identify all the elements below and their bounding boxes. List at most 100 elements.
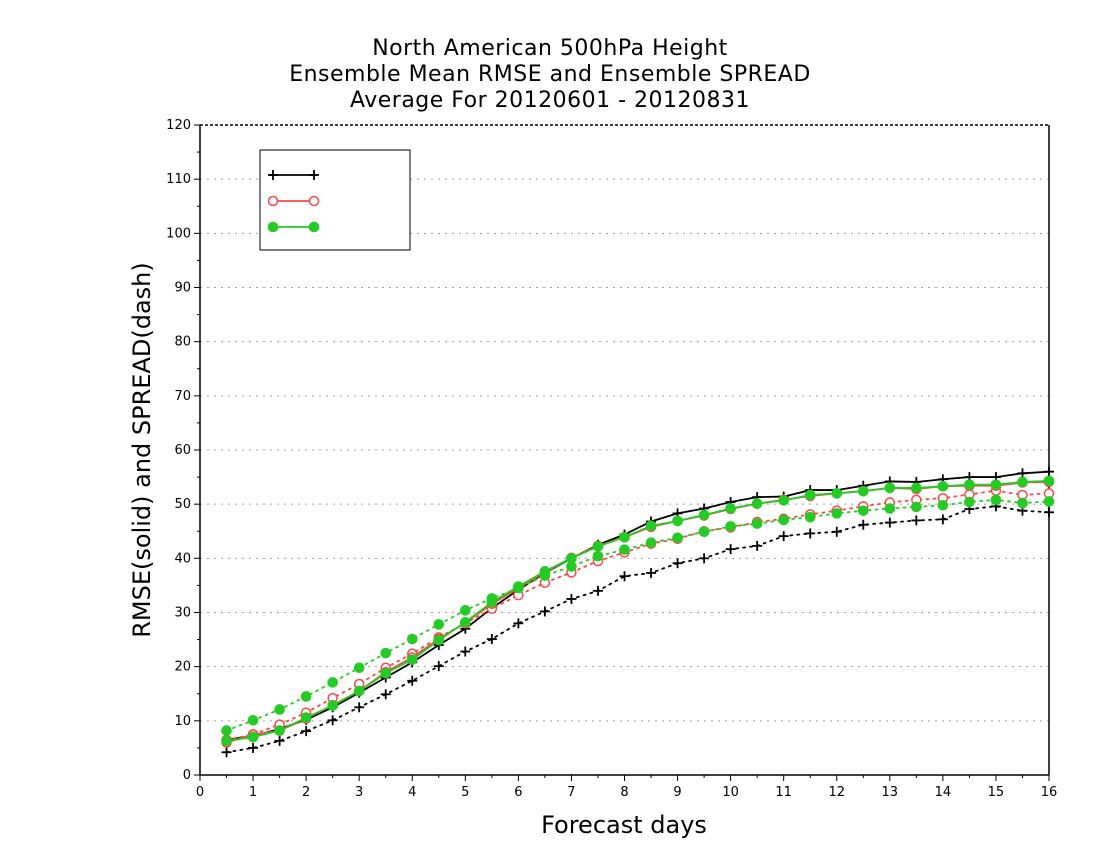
rmse-point-green [300,712,312,723]
spread-point-green [592,550,604,562]
legend-marker-start-red [267,195,279,207]
x-tick-label: 5 [461,785,469,800]
rmse-point-green [804,489,816,501]
grid [200,178,1049,722]
x-tick-label: 0 [196,785,204,800]
rmse-point-green [460,616,471,628]
rmse-point-green [751,498,763,509]
spread-point-black [937,514,948,525]
spread-point-black [646,567,657,578]
spread-point-green [1017,497,1028,509]
y-tick-label: 110 [166,172,191,187]
rmse-point-green [1017,476,1028,488]
spread-point-black [1044,507,1054,518]
rmse-point-green [857,485,869,497]
spread-point-green [751,518,763,529]
spread-point-black [460,646,471,657]
rmse-point-green [433,634,445,646]
spread-point-black [592,585,603,596]
spread-point-green [804,511,816,523]
rmse-point-green [725,503,736,514]
spread-line-black [225,505,1050,754]
spread-point-black [513,618,524,629]
legend-box [259,149,411,251]
spread-point-green [672,532,683,544]
chart-title-line-2: Ensemble Mean RMSE and Ensemble SPREAD [289,62,811,87]
rmse-point-green [698,509,710,521]
rmse-point-green [247,731,259,743]
series-group [221,466,1055,758]
rmse-point-green [353,685,365,697]
rmse-point-green [486,596,498,608]
rmse-point-green [831,488,843,499]
spread-point-black [407,675,418,686]
rmse-point-green [645,520,657,532]
spread-point-green [1043,496,1055,507]
y-tick-label: 120 [166,118,191,133]
spread-point-black [221,747,232,758]
rmse-point-green [380,667,392,679]
spread-point-green [964,496,975,508]
x-tick-label: 12 [828,785,845,800]
spread-point-green [698,526,710,538]
spread-point-black [725,544,736,555]
rmse-point-green [406,654,418,665]
x-tick-label: 10 [722,785,739,800]
y-tick-label: 90 [174,281,191,296]
x-tick-label: 15 [988,785,1005,800]
spread-point-green [300,691,312,702]
y-tick-label: 40 [174,551,191,566]
rmse-point-green [592,541,604,552]
x-tick-label: 7 [567,785,575,800]
spread-point-green [857,505,869,516]
legend-marker-start-green [267,221,279,233]
spread-point-black [486,634,497,645]
y-tick-label: 80 [174,335,191,350]
spread-point-black [911,515,922,526]
x-tick-label: 6 [514,785,522,800]
spread-point-green [937,499,949,511]
spread-point-black [566,593,577,604]
spread-point-black [301,726,312,737]
spread-point-green [990,494,1002,506]
spread-point-green [327,677,338,688]
rmse-point-green [327,700,338,711]
rmse-point-green [566,553,577,564]
rmse-point-green [1043,475,1055,487]
spread-point-black [672,558,683,569]
spread-point-black [805,528,816,539]
x-tick-label: 3 [355,785,363,800]
legend-marker-start-black [268,170,278,180]
y-tick-label: 50 [174,497,191,512]
spread-point-black [619,571,630,582]
spread-point-green [725,521,736,532]
spread-point-black [539,606,550,617]
x-tick-label: 2 [302,785,310,800]
legend [259,149,411,251]
spread-point-black [884,517,895,528]
x-axis-label: Forecast days [541,811,707,839]
rmse-point-green [937,480,949,492]
spread-point-black [248,742,259,753]
rmse-point-green [911,482,922,494]
y-tick-label: 30 [174,606,191,621]
rmse-point-green [221,735,232,747]
x-tick-label: 16 [1041,785,1058,800]
spread-point-black [699,553,710,564]
spread-point-black [778,531,789,542]
rmse-line-red [226,481,1050,744]
spread-point-green [353,662,365,674]
x-tick-label: 11 [775,785,792,800]
spread-point-green [619,544,630,555]
y-tick-label: 70 [174,389,191,404]
spread-point-green [221,725,232,736]
spread-point-green [380,647,392,659]
spread-point-green [247,714,259,726]
spread-point-black [274,735,285,746]
y-tick-label: 100 [166,226,191,241]
x-tick-label: 13 [882,785,899,800]
rmse-point-green [884,482,896,494]
spread-point-black [327,715,338,726]
chart-title-line-1: North American 500hPa Height [372,36,728,61]
